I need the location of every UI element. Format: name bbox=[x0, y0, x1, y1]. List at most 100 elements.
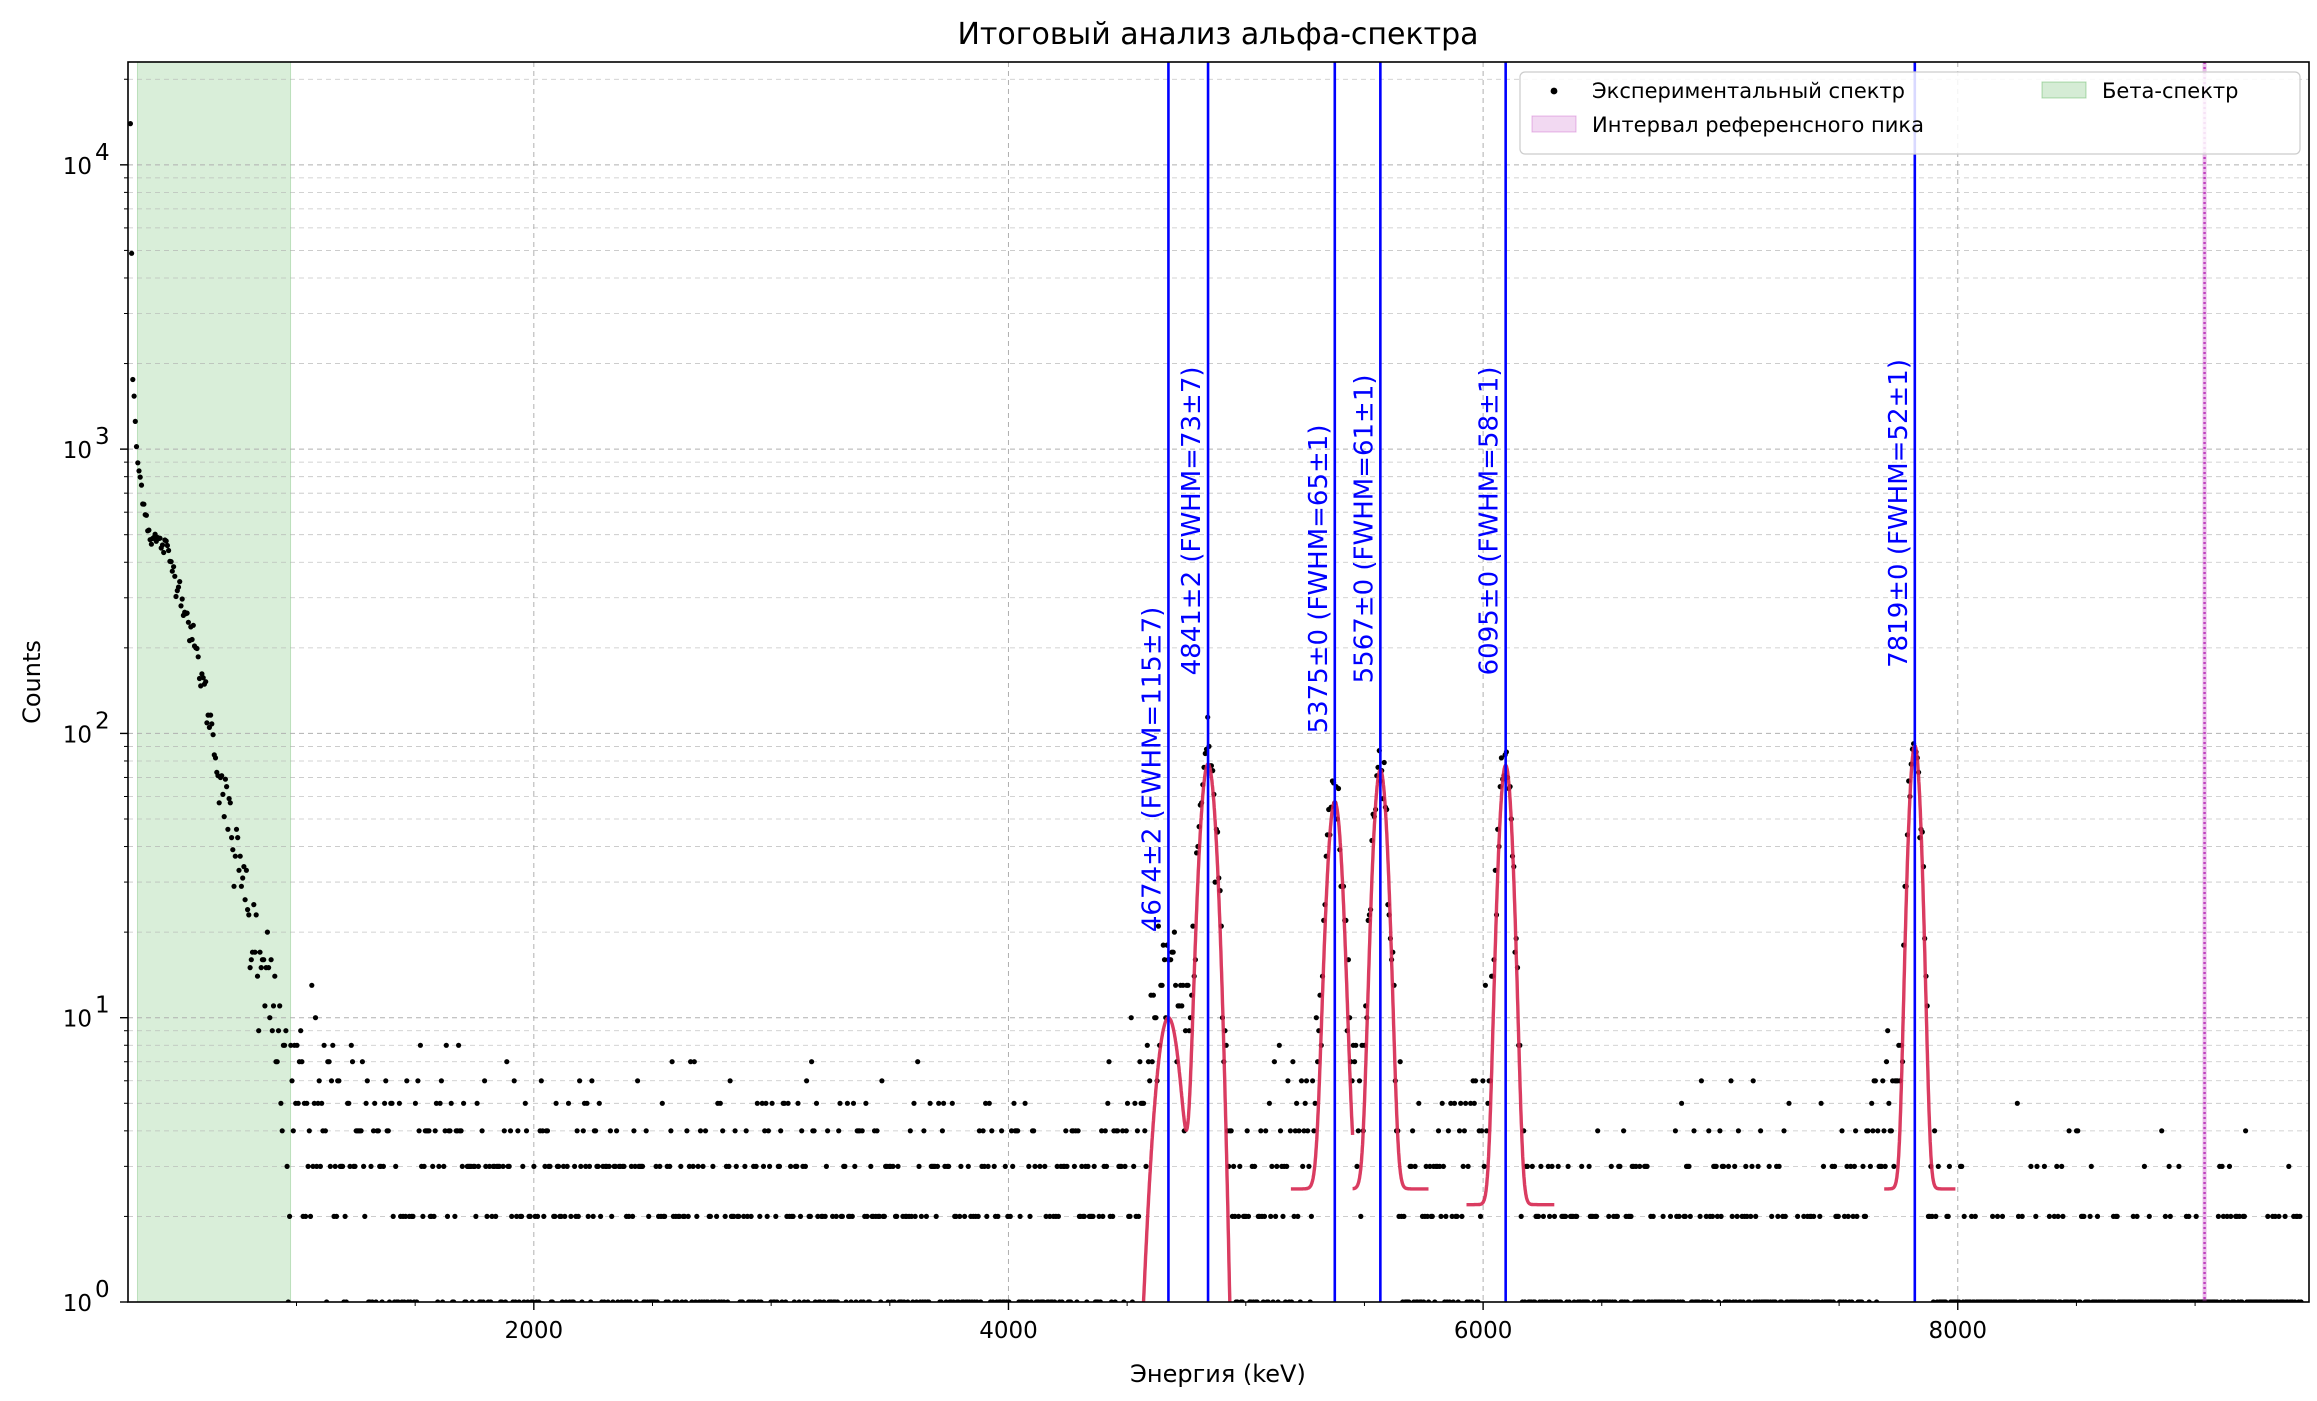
spectrum-point bbox=[304, 1100, 310, 1106]
spectrum-point bbox=[2034, 1163, 2040, 1169]
spectrum-point bbox=[939, 1128, 946, 1134]
spectrum-point bbox=[1308, 1213, 1314, 1219]
spectrum-point bbox=[420, 1213, 426, 1219]
spectrum-point bbox=[2286, 1163, 2292, 1169]
spectrum-point bbox=[639, 1163, 646, 1169]
spectrum-point bbox=[1228, 1128, 1234, 1134]
spectrum-point bbox=[243, 867, 249, 873]
spectrum-point bbox=[410, 1213, 416, 1219]
spectrum-point bbox=[274, 1059, 280, 1065]
spectrum-point bbox=[2215, 1213, 2221, 1219]
spectrum-point bbox=[2041, 1163, 2047, 1169]
spectrum-point bbox=[137, 474, 143, 480]
spectrum-point bbox=[1650, 1213, 1656, 1219]
spectrum-point bbox=[1381, 759, 1387, 766]
spectrum-point bbox=[1054, 1163, 1060, 1169]
spectrum-point bbox=[744, 1213, 751, 1219]
spectrum-point bbox=[811, 1128, 817, 1134]
spectrum-point bbox=[437, 1100, 443, 1106]
spectrum-point bbox=[1472, 1078, 1479, 1084]
spectrum-point bbox=[130, 376, 136, 383]
spectrum-point bbox=[797, 1213, 804, 1219]
spectrum-point bbox=[1182, 1028, 1189, 1034]
spectrum-point bbox=[501, 1128, 507, 1134]
spectrum-point bbox=[283, 1028, 289, 1034]
spectrum-point bbox=[980, 1128, 986, 1134]
spectrum-point bbox=[936, 1100, 942, 1106]
spectrum-point bbox=[1865, 1128, 1871, 1134]
spectrum-point bbox=[1990, 1213, 1996, 1219]
spectrum-point bbox=[1090, 1213, 1096, 1219]
spectrum-point bbox=[1416, 1100, 1422, 1106]
spectrum-point bbox=[1535, 1213, 1542, 1219]
spectrum-point bbox=[2219, 1163, 2225, 1169]
spectrum-point bbox=[1401, 1213, 1407, 1219]
spectrum-point bbox=[547, 1163, 553, 1169]
spectrum-point bbox=[523, 1128, 530, 1134]
spectrum-point bbox=[436, 1163, 442, 1169]
spectrum-point bbox=[396, 1100, 402, 1106]
spectrum-point bbox=[474, 1100, 480, 1106]
spectrum-point bbox=[1801, 1213, 1807, 1219]
spectrum-point bbox=[483, 1163, 489, 1169]
legend-patch bbox=[2041, 81, 2087, 99]
spectrum-point bbox=[577, 1078, 583, 1084]
spectrum-point bbox=[208, 712, 214, 718]
spectrum-point bbox=[506, 1163, 512, 1169]
spectrum-point bbox=[1682, 1213, 1688, 1219]
x-tick-label: 4000 bbox=[979, 1318, 1038, 1344]
x-tick-label: 6000 bbox=[1454, 1318, 1513, 1344]
spectrum-point bbox=[837, 1100, 843, 1106]
spectrum-point bbox=[1352, 1059, 1358, 1065]
spectrum-point bbox=[1633, 1163, 1639, 1169]
spectrum-point bbox=[864, 1213, 870, 1219]
spectrum-point bbox=[1261, 1213, 1268, 1219]
spectrum-point bbox=[315, 1100, 321, 1106]
spectrum-point bbox=[1358, 1213, 1364, 1219]
spectrum-point bbox=[459, 1163, 465, 1169]
spectrum-point bbox=[743, 1128, 749, 1134]
spectrum-point bbox=[697, 1128, 704, 1134]
spectrum-point bbox=[1459, 1213, 1465, 1219]
spectrum-point bbox=[983, 1100, 989, 1106]
spectrum-point bbox=[733, 1163, 739, 1169]
spectrum-point bbox=[1124, 1100, 1131, 1106]
spectrum-point bbox=[804, 1078, 810, 1084]
spectrum-point bbox=[606, 1163, 612, 1169]
spectrum-point bbox=[2060, 1213, 2066, 1219]
spectrum-point bbox=[261, 957, 267, 963]
spectrum-point bbox=[161, 549, 167, 556]
spectrum-point bbox=[773, 1213, 779, 1219]
spectrum-point bbox=[1303, 1078, 1310, 1084]
spectrum-point bbox=[799, 1128, 805, 1134]
spectrum-point bbox=[1245, 1213, 1252, 1219]
spectrum-point bbox=[163, 538, 169, 544]
spectrum-point bbox=[219, 773, 225, 779]
spectrum-point bbox=[1017, 1213, 1023, 1219]
spectrum-point bbox=[2276, 1213, 2282, 1219]
spectrum-point bbox=[742, 1163, 748, 1169]
spectrum-point bbox=[1480, 1078, 1486, 1084]
spectrum-point bbox=[1122, 1163, 1128, 1169]
spectrum-point bbox=[2051, 1213, 2057, 1219]
spectrum-point bbox=[923, 1213, 930, 1219]
spectrum-point bbox=[1628, 1213, 1634, 1219]
spectrum-point bbox=[1231, 1163, 1237, 1169]
spectrum-point bbox=[962, 1213, 968, 1219]
spectrum-point bbox=[830, 1213, 836, 1219]
spectrum-point bbox=[1854, 1213, 1860, 1219]
spectrum-point bbox=[595, 1163, 601, 1169]
spectrum-point bbox=[393, 1163, 399, 1169]
spectrum-point bbox=[572, 1163, 578, 1169]
spectrum-point bbox=[2019, 1213, 2025, 1219]
spectrum-point bbox=[1295, 1213, 1301, 1219]
spectrum-point bbox=[177, 579, 183, 585]
spectrum-point bbox=[1408, 1163, 1414, 1169]
spectrum-point bbox=[981, 1163, 988, 1169]
spectrum-point bbox=[785, 1100, 791, 1106]
spectrum-point bbox=[2167, 1213, 2173, 1219]
spectrum-point bbox=[389, 1100, 395, 1106]
spectrum-point bbox=[482, 1078, 488, 1084]
spectrum-point bbox=[2226, 1163, 2233, 1169]
spectrum-point bbox=[1886, 1100, 1892, 1106]
